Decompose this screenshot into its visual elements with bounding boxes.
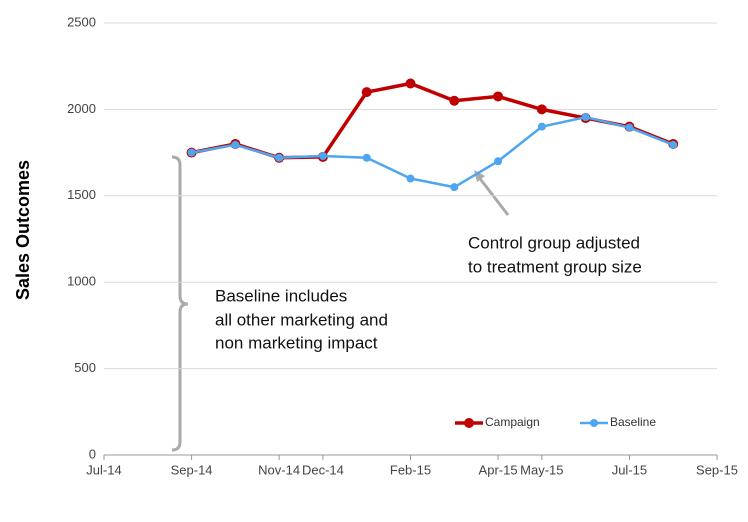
y-tick-label: 500: [74, 360, 96, 375]
point: [494, 157, 503, 166]
brace: [171, 155, 189, 452]
point: [669, 140, 678, 149]
point: [362, 153, 371, 162]
point: [275, 153, 284, 162]
point: [536, 104, 547, 115]
x-tick-label: Jul-14: [86, 462, 121, 477]
legend-label: Baseline: [610, 415, 656, 429]
point: [406, 174, 415, 183]
annotation: Baseline includes: [215, 286, 347, 305]
x-tick-label: Apr-15: [479, 462, 518, 477]
y-tick-label: 2500: [67, 14, 96, 29]
x-tick-label: Feb-15: [390, 462, 431, 477]
point: [581, 113, 590, 122]
annotation: Control group adjusted: [468, 233, 640, 252]
annotation: all other marketing and: [215, 310, 388, 329]
y-axis-label: Sales Outcomes: [13, 160, 33, 300]
annotation: non marketing impact: [215, 333, 378, 352]
point: [449, 95, 460, 106]
point: [187, 148, 196, 157]
point: [537, 122, 546, 131]
point: [231, 140, 240, 149]
point: [318, 152, 327, 161]
y-tick-label: 2000: [67, 101, 96, 116]
y-tick-label: 1500: [67, 187, 96, 202]
point: [405, 78, 416, 89]
x-tick-label: Dec-14: [302, 462, 344, 477]
legend-marker: [464, 418, 474, 428]
x-tick-label: Jul-15: [612, 462, 647, 477]
line: [191, 115, 674, 189]
point: [450, 183, 459, 192]
x-tick-label: Nov-14: [258, 462, 300, 477]
point: [625, 123, 634, 132]
y-tick-label: 0: [89, 446, 96, 461]
point: [361, 87, 372, 98]
point: [493, 91, 504, 102]
legend-label: Campaign: [485, 415, 540, 429]
annotation: to treatment group size: [468, 257, 642, 276]
legend-marker: [590, 419, 598, 427]
x-tick-label: May-15: [520, 462, 563, 477]
x-tick-label: Sep-14: [171, 462, 213, 477]
y-tick-label: 1000: [67, 274, 96, 289]
x-tick-label: Sep-15: [696, 462, 738, 477]
